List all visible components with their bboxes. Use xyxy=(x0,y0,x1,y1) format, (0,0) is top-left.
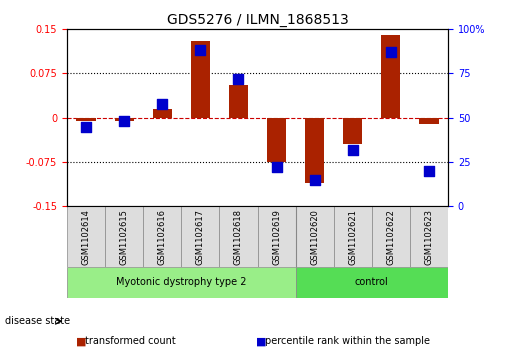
FancyBboxPatch shape xyxy=(296,207,334,267)
Text: GSM1102618: GSM1102618 xyxy=(234,209,243,265)
FancyBboxPatch shape xyxy=(410,207,448,267)
FancyBboxPatch shape xyxy=(143,207,181,267)
Point xyxy=(82,124,90,130)
FancyBboxPatch shape xyxy=(67,267,296,298)
Title: GDS5276 / ILMN_1868513: GDS5276 / ILMN_1868513 xyxy=(167,13,348,26)
FancyBboxPatch shape xyxy=(372,207,410,267)
Point xyxy=(120,118,128,124)
Text: GSM1102614: GSM1102614 xyxy=(81,209,91,265)
Text: GSM1102623: GSM1102623 xyxy=(424,209,434,265)
Point xyxy=(158,101,166,106)
FancyBboxPatch shape xyxy=(181,207,219,267)
Bar xyxy=(114,118,134,121)
FancyBboxPatch shape xyxy=(296,267,448,298)
Point xyxy=(425,168,433,174)
Text: percentile rank within the sample: percentile rank within the sample xyxy=(265,336,430,346)
Bar xyxy=(305,118,324,183)
Text: GSM1102622: GSM1102622 xyxy=(386,209,396,265)
Text: Myotonic dystrophy type 2: Myotonic dystrophy type 2 xyxy=(116,277,247,287)
Bar xyxy=(267,118,286,162)
Bar xyxy=(382,35,401,118)
Text: ■: ■ xyxy=(256,336,267,346)
Bar xyxy=(153,109,172,118)
Text: transformed count: transformed count xyxy=(85,336,176,346)
Bar xyxy=(76,118,96,121)
FancyBboxPatch shape xyxy=(334,207,372,267)
Text: GSM1102620: GSM1102620 xyxy=(310,209,319,265)
Point xyxy=(349,147,357,152)
Point xyxy=(311,177,319,183)
Bar xyxy=(191,41,210,118)
FancyBboxPatch shape xyxy=(105,207,143,267)
Text: GSM1102617: GSM1102617 xyxy=(196,209,205,265)
Point xyxy=(272,164,281,170)
Bar xyxy=(229,85,248,118)
FancyBboxPatch shape xyxy=(258,207,296,267)
Point xyxy=(387,49,395,55)
Text: GSM1102615: GSM1102615 xyxy=(119,209,129,265)
Point xyxy=(196,48,204,53)
Text: ■: ■ xyxy=(76,336,87,346)
Bar xyxy=(419,118,439,124)
Text: GSM1102621: GSM1102621 xyxy=(348,209,357,265)
Bar xyxy=(344,118,363,144)
Text: GSM1102619: GSM1102619 xyxy=(272,209,281,265)
Text: GSM1102616: GSM1102616 xyxy=(158,209,167,265)
FancyBboxPatch shape xyxy=(67,207,105,267)
Text: disease state: disease state xyxy=(5,316,70,326)
FancyBboxPatch shape xyxy=(219,207,258,267)
Text: control: control xyxy=(355,277,389,287)
Point xyxy=(234,76,243,82)
